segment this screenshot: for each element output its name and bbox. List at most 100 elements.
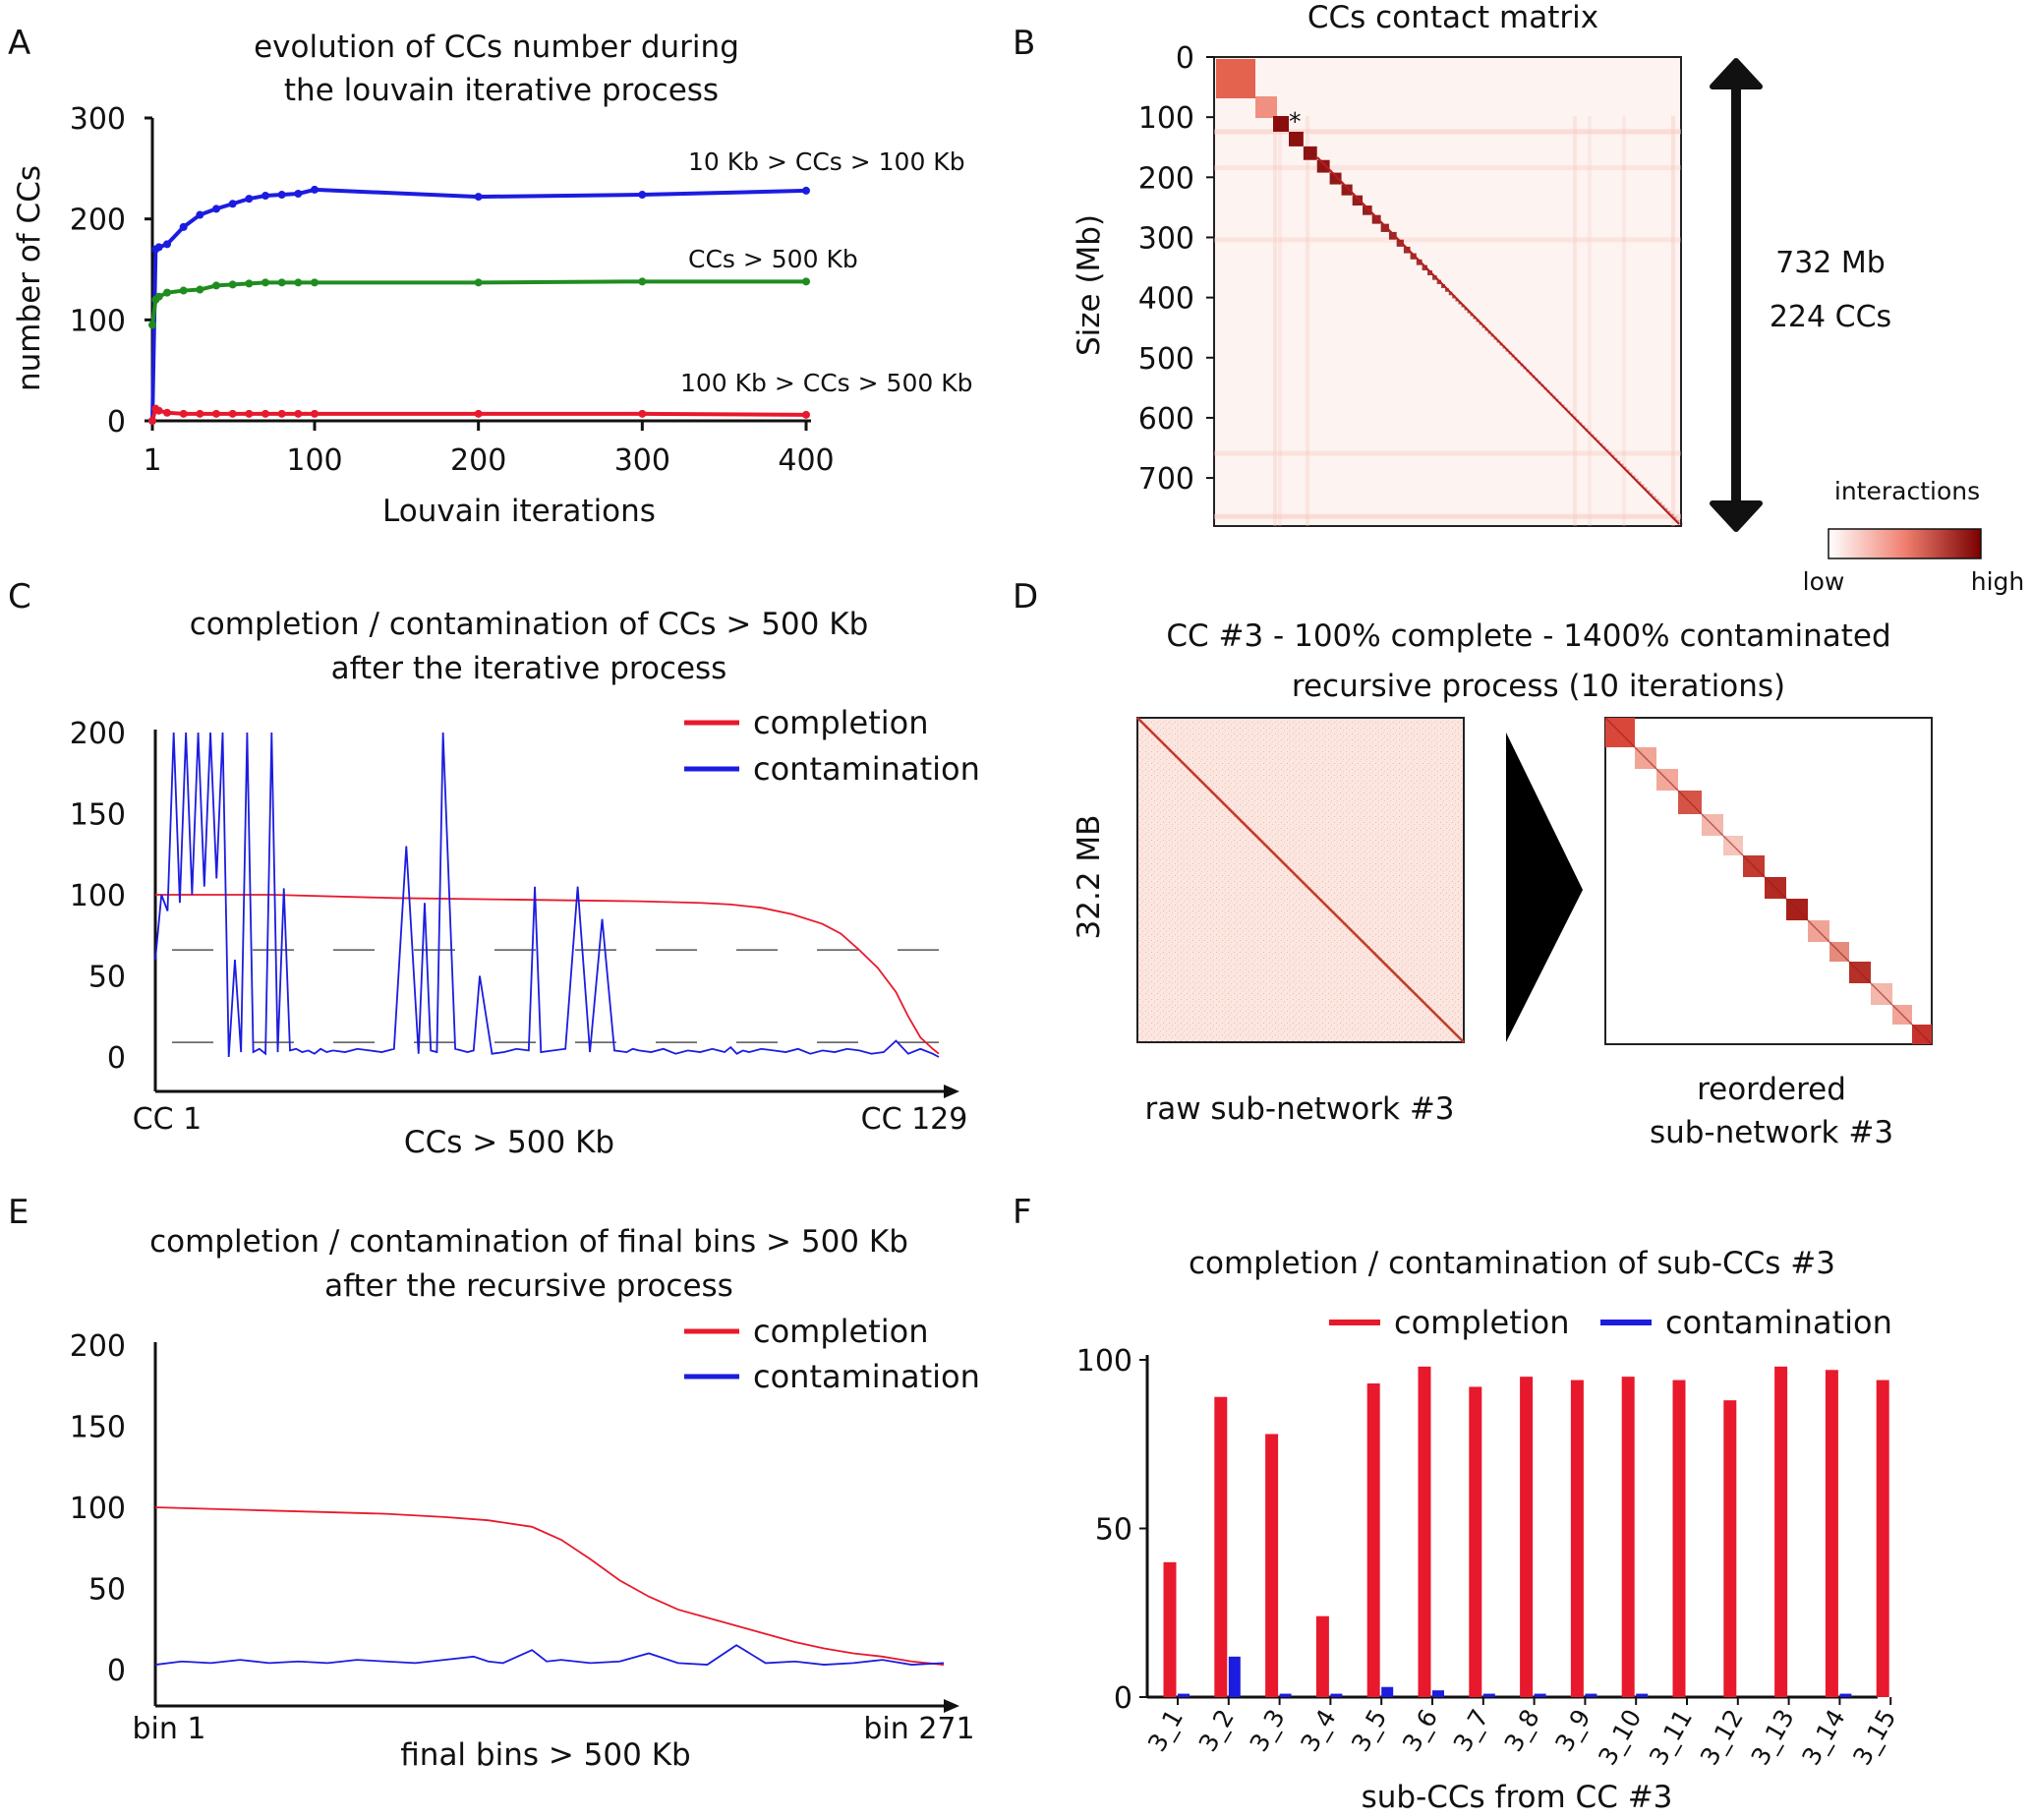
panel-b-streak-h-4 bbox=[1214, 513, 1681, 519]
panel-f-bar-contamination-3_9 bbox=[1585, 1693, 1597, 1697]
panel-f-bar-completion-3_5 bbox=[1366, 1383, 1380, 1697]
panel-f-legend-completion: completion bbox=[1394, 1304, 1570, 1341]
panel-letter-b: B bbox=[1013, 24, 1035, 63]
panel-a-ytick-label-2: 200 bbox=[70, 204, 126, 238]
panel-b-ytick-label-6: 600 bbox=[1138, 402, 1194, 437]
panel-d-transform-arrow bbox=[1506, 733, 1583, 1042]
panel-f-xtick-label-3: 3_4 bbox=[1295, 1705, 1341, 1757]
panel-d-raw-diagonal bbox=[1136, 717, 1465, 1043]
panel-c-ytick-label-0: 0 bbox=[107, 1041, 126, 1076]
panel-a-title-line1: evolution of CCs number during bbox=[254, 29, 739, 65]
panel-f-x-label: sub-CCs from CC #3 bbox=[1362, 1780, 1673, 1815]
panel-f-bar-completion-3_1 bbox=[1163, 1561, 1177, 1697]
panel-a-point-green-12 bbox=[311, 278, 319, 287]
panel-a-point-blue-3 bbox=[163, 240, 171, 249]
panel-b-diag-block-2 bbox=[1303, 146, 1317, 160]
panel-a-point-green-11 bbox=[294, 278, 303, 287]
panel-b-diag-block-13 bbox=[1410, 253, 1417, 260]
panel-e-title-line1: completion / contamination of final bins… bbox=[149, 1224, 908, 1260]
panel-a-point-green-13 bbox=[474, 278, 483, 287]
panel-d-right-caption-line2: sub-network #3 bbox=[1650, 1115, 1893, 1150]
panel-f-bar-contamination-3_14 bbox=[1839, 1693, 1852, 1697]
panel-b-diag-block-16 bbox=[1426, 269, 1433, 276]
panel-c-series-completion bbox=[155, 894, 940, 1055]
panel-f-ytick-label-2: 100 bbox=[1076, 1344, 1132, 1379]
panel-b-size-arrow-up bbox=[1710, 58, 1763, 89]
panel-f-xtick-label-12: 3_13 bbox=[1746, 1705, 1800, 1771]
panel-b-diag-block-85 bbox=[1638, 481, 1642, 485]
panel-f-bar-completion-3_8 bbox=[1520, 1377, 1534, 1697]
panel-f-xtick-label-2: 3_3 bbox=[1245, 1705, 1291, 1757]
panel-a-point-green-7 bbox=[228, 280, 237, 289]
panel-f-xtick-label-0: 3_1 bbox=[1142, 1705, 1189, 1757]
panel-f-legend-contamination: contamination bbox=[1665, 1304, 1892, 1341]
panel-f-xtick-label-9: 3_10 bbox=[1593, 1705, 1647, 1771]
panel-b-diag-block-88 bbox=[1647, 490, 1651, 494]
panel-a-point-red-9 bbox=[261, 409, 269, 418]
panel-f-xtick-label-13: 3_14 bbox=[1796, 1705, 1850, 1771]
panel-f-bar-completion-3_13 bbox=[1774, 1366, 1788, 1697]
panel-d-title-line2: recursive process (10 iterations) bbox=[1292, 669, 1785, 704]
panel-a: evolution of CCs number during the louva… bbox=[12, 29, 972, 529]
panel-f-bar-completion-3_12 bbox=[1723, 1400, 1737, 1697]
panel-a-xtick-label-4: 400 bbox=[778, 443, 834, 478]
panel-e-title-line2: after the recursive process bbox=[324, 1268, 733, 1304]
panel-a-y-label: number of CCs bbox=[12, 165, 47, 391]
panel-f-xtick-label-7: 3_8 bbox=[1499, 1705, 1545, 1757]
panel-f-xtick-label-10: 3_11 bbox=[1644, 1705, 1698, 1771]
panel-f-bar-contamination-3_1 bbox=[1178, 1693, 1190, 1697]
panel-b-diag-block-4 bbox=[1329, 172, 1342, 185]
panel-a-point-red-0 bbox=[148, 417, 156, 425]
panel-e-ytick-label-1: 50 bbox=[88, 1573, 126, 1608]
panel-f-ytick-label-1: 50 bbox=[1095, 1513, 1132, 1548]
panel-c-x-arrowhead bbox=[944, 1085, 959, 1098]
panel-e-ytick-label-0: 0 bbox=[107, 1654, 126, 1688]
panel-b-diag-block-3 bbox=[1316, 159, 1330, 173]
panel-a-point-green-2 bbox=[154, 292, 163, 301]
panel-f-bar-contamination-3_2 bbox=[1228, 1656, 1241, 1697]
panel-b-diag-block-6 bbox=[1352, 195, 1364, 206]
panel-c-ytick-label-3: 150 bbox=[70, 798, 126, 833]
panel-b-diag-block-15 bbox=[1422, 264, 1427, 270]
panel-a-point-green-4 bbox=[179, 286, 188, 295]
panel-e-ytick-label-4: 200 bbox=[70, 1329, 126, 1364]
panel-b-diag-block-14 bbox=[1416, 259, 1422, 265]
panel-a-point-blue-10 bbox=[277, 191, 286, 200]
panel-e-ytick-label-2: 100 bbox=[70, 1492, 126, 1526]
panel-a-point-green-3 bbox=[163, 288, 171, 297]
panel-f-xtick-label-5: 3_6 bbox=[1397, 1705, 1443, 1757]
panel-b-annotation-size: 732 Mb bbox=[1775, 246, 1886, 280]
panel-a-point-red-5 bbox=[196, 409, 204, 418]
panel-b-diag-block-9 bbox=[1380, 223, 1389, 232]
panel-f: completion / contamination of sub-CCs #3… bbox=[1076, 1246, 1902, 1815]
panel-b-diag-block-12 bbox=[1403, 246, 1411, 254]
panel-f-bar-contamination-3_5 bbox=[1381, 1686, 1394, 1697]
panel-b-diag-block-10 bbox=[1388, 231, 1397, 240]
panel-a-point-blue-15 bbox=[802, 186, 810, 195]
panel-a-series-line-blue bbox=[150, 187, 807, 422]
panel-b-diag-block-11 bbox=[1396, 239, 1404, 247]
panel-f-bar-completion-3_7 bbox=[1469, 1386, 1482, 1697]
panel-a-series-label-blue: 10 Kb > CCs > 100 Kb bbox=[688, 147, 965, 176]
panel-letter-a: A bbox=[8, 24, 30, 63]
panel-b-block-small bbox=[1255, 96, 1277, 118]
panel-f-bar-contamination-3_6 bbox=[1432, 1690, 1444, 1697]
panel-e-ytick-label-3: 150 bbox=[70, 1411, 126, 1445]
panel-b-streak-h-1 bbox=[1214, 165, 1681, 171]
panel-b-streak-v-0 bbox=[1273, 116, 1277, 526]
panel-e-legend-contamination: contamination bbox=[753, 1358, 980, 1395]
panel-d-right-caption-line1: reordered bbox=[1697, 1072, 1846, 1107]
panel-a-xtick-label-3: 300 bbox=[614, 443, 670, 478]
panel-b-diag-block-94 bbox=[1664, 507, 1668, 511]
panel-a-point-red-2 bbox=[154, 406, 163, 415]
panel-b-streak-v-2 bbox=[1306, 116, 1309, 526]
panel-a-point-blue-14 bbox=[638, 191, 647, 200]
panel-b-streak-h-3 bbox=[1214, 450, 1681, 456]
panel-f-bar-completion-3_2 bbox=[1214, 1396, 1228, 1697]
panel-a-point-blue-12 bbox=[311, 185, 319, 194]
panel-a-point-red-3 bbox=[163, 408, 171, 417]
panel-d-left-caption: raw sub-network #3 bbox=[1144, 1091, 1454, 1127]
panel-a-point-green-0 bbox=[148, 321, 156, 329]
panel-b-colorbar-low: low bbox=[1803, 567, 1845, 596]
panel-d-title-line1: CC #3 - 100% complete - 1400% contaminat… bbox=[1166, 618, 1890, 654]
